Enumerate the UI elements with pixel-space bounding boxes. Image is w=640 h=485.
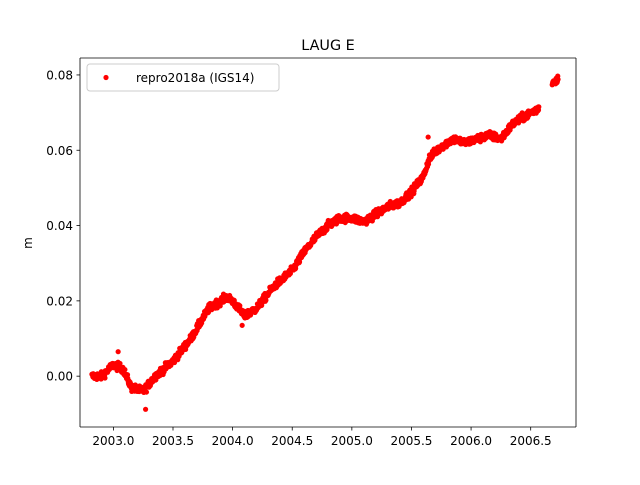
data-point [142, 406, 149, 412]
data-point [143, 389, 150, 395]
x-tick-label: 2004.5 [271, 434, 313, 448]
x-tick-label: 2005.5 [390, 434, 432, 448]
x-tick-label: 2003.0 [92, 434, 134, 448]
x-tick-label: 2003.5 [152, 434, 194, 448]
data-point [555, 76, 561, 82]
data-point [536, 104, 542, 110]
legend-label: repro2018a (IGS14) [136, 71, 254, 85]
y-axis-label: m [21, 237, 35, 249]
y-tick-label: 0.06 [46, 144, 73, 158]
data-point [102, 375, 108, 381]
axes: 2003.0 2003.5 2004.0 2004.5 2005.0 2005.5 2006… [46, 57, 577, 448]
data-point [239, 322, 245, 328]
data-point [122, 367, 128, 373]
x-tick-label: 2004.0 [212, 434, 254, 448]
y-tick-label: 0.02 [46, 294, 73, 308]
data-point [115, 349, 121, 355]
y-tick-label: 0.08 [46, 68, 73, 82]
x-tick-label: 2006.0 [450, 434, 492, 448]
legend-box [86, 63, 280, 92]
y-tick-label: 0.00 [46, 370, 73, 384]
x-tick-label: 2005.0 [331, 434, 373, 448]
data-point [425, 134, 431, 140]
legend-marker [103, 74, 109, 81]
y-tick-label: 0.04 [46, 219, 73, 233]
x-tick-label: 2006.5 [510, 434, 552, 448]
chart-title: LAUG E [301, 38, 355, 54]
legend: repro2018a (IGS14) [86, 63, 280, 92]
data-point [263, 297, 269, 303]
data-points [89, 73, 561, 412]
